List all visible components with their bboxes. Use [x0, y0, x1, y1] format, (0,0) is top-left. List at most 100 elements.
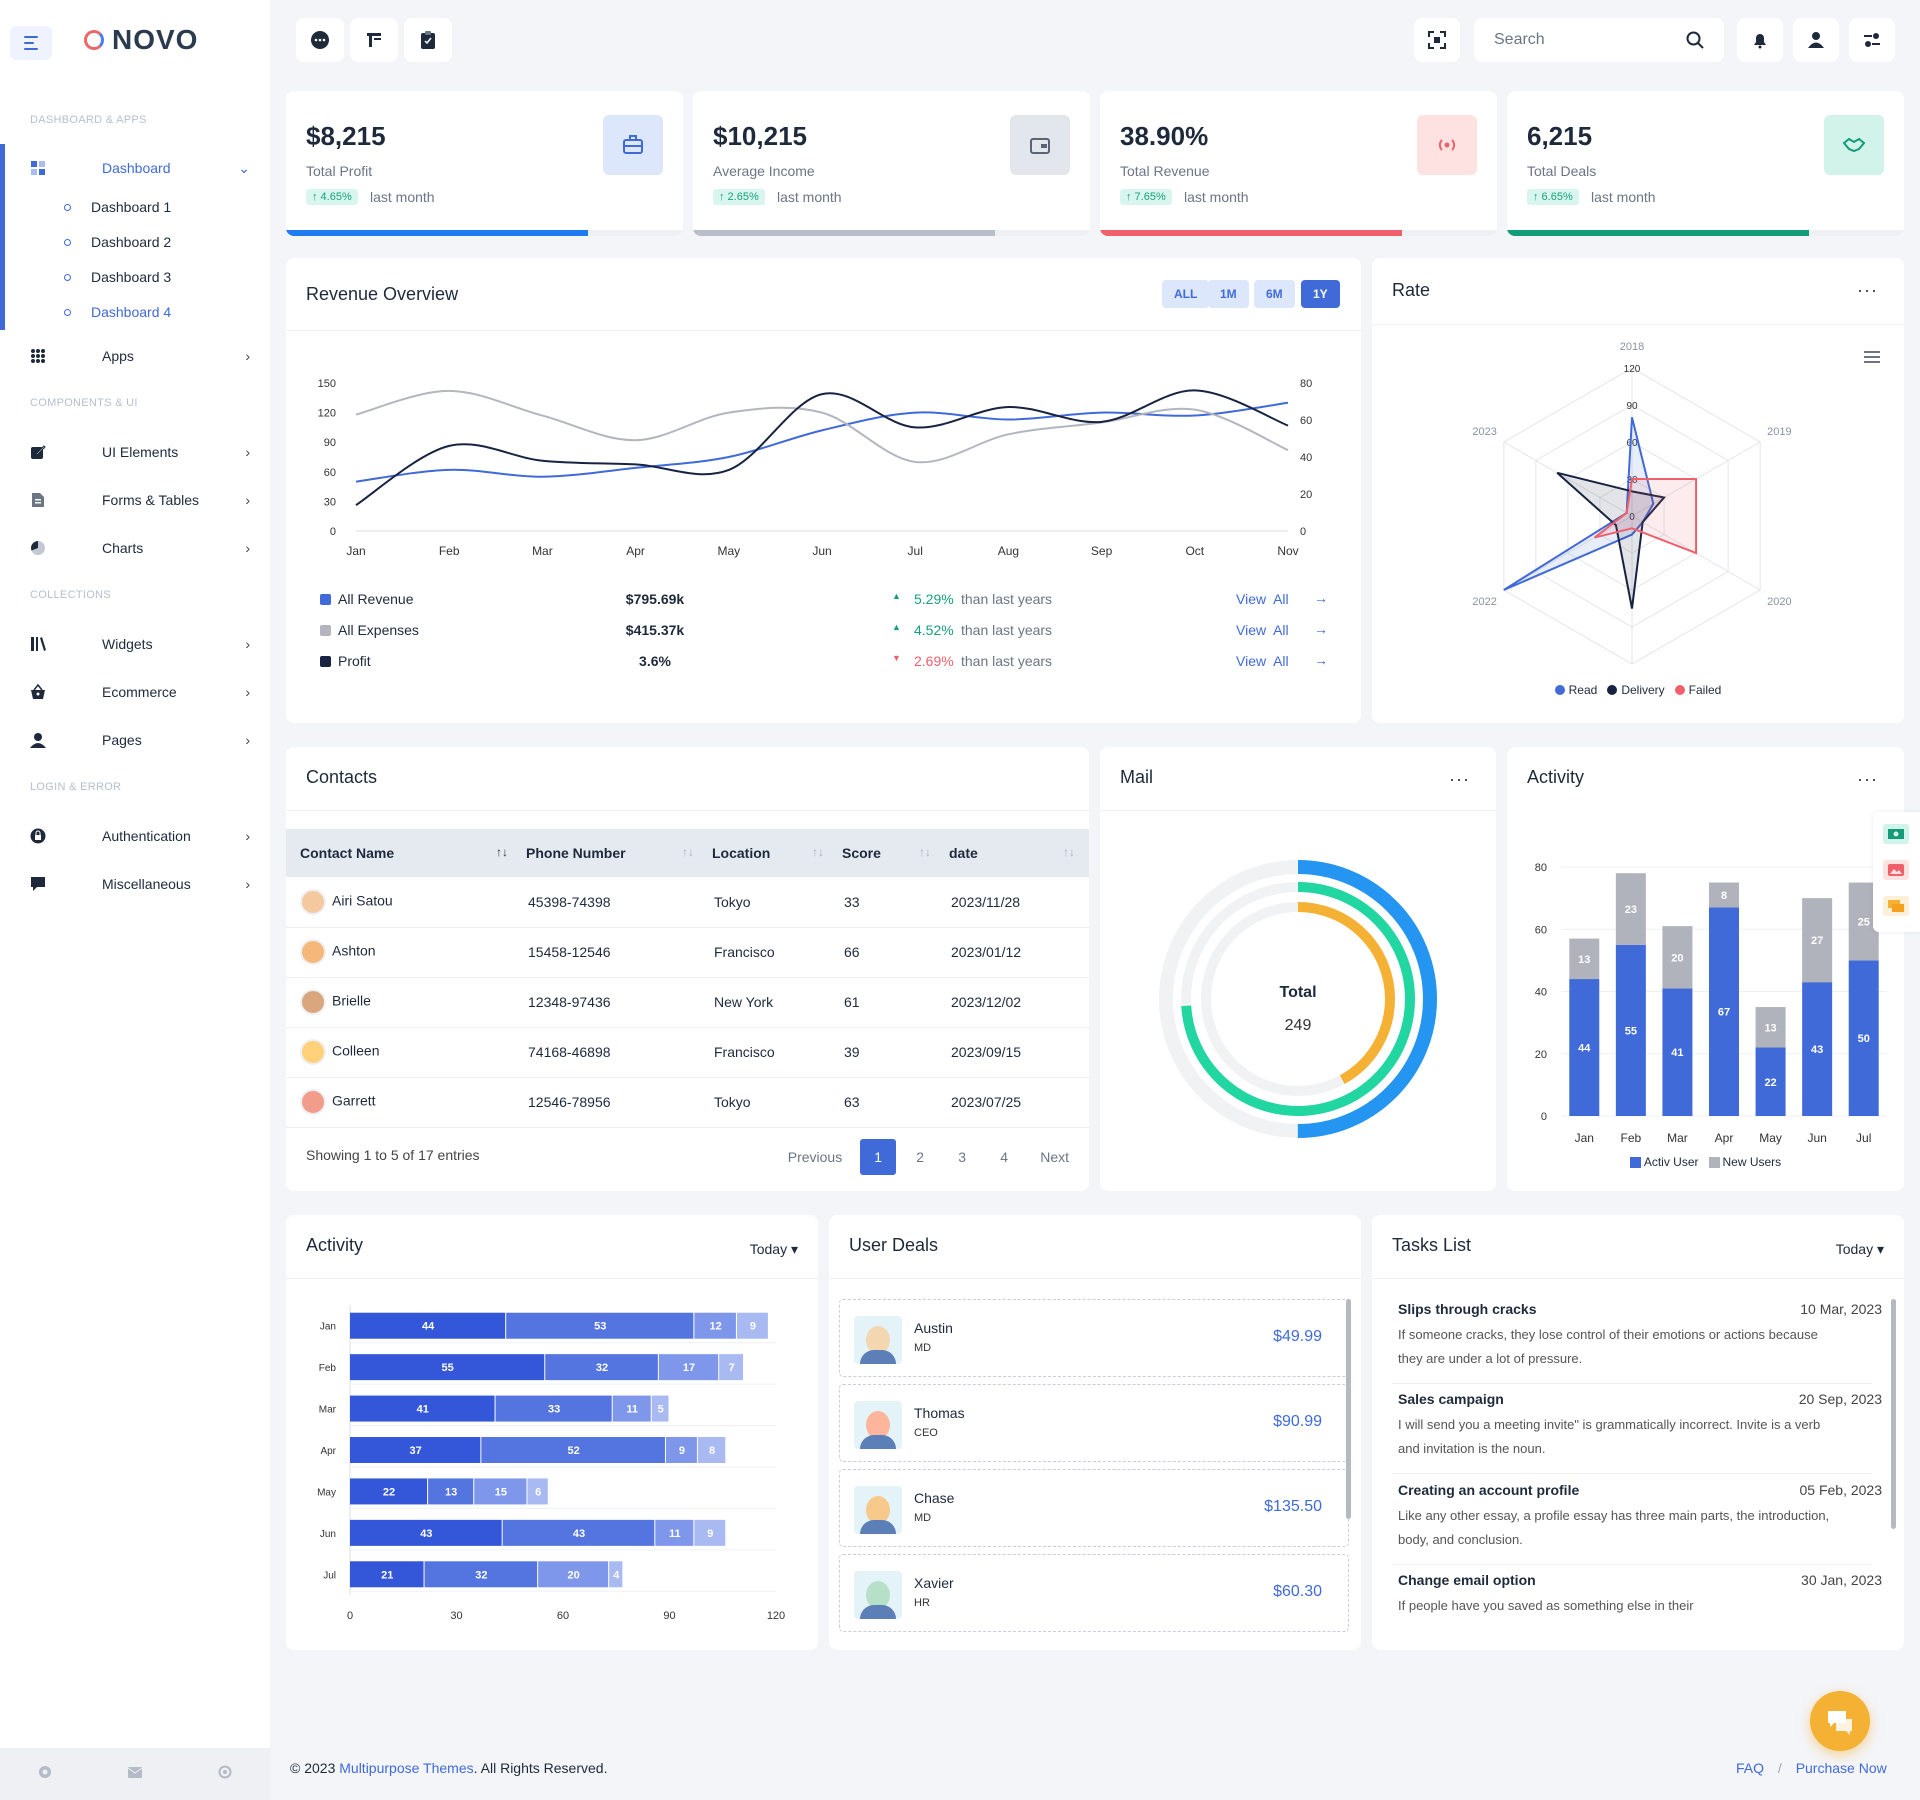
sidebar-subitem-dashboard-4[interactable]: Dashboard 4 — [64, 304, 171, 320]
contacts-table: Contact Name ↑↓ Phone Number ↑↓ Location ↑↓ Sc… — [286, 829, 1089, 1128]
sidebar-item-authentication[interactable]: Authentication › — [30, 821, 250, 851]
deal-item[interactable]: Chase MD $135.50 — [839, 1469, 1349, 1547]
tasks-button[interactable] — [404, 18, 452, 62]
more-icon[interactable]: ··· — [1449, 769, 1470, 789]
legend-item[interactable]: Read — [1554, 683, 1597, 697]
sort-icon[interactable]: ↑↓ — [682, 845, 694, 859]
bar-segment — [1802, 982, 1833, 1116]
search-box[interactable]: Search — [1474, 18, 1724, 62]
page-2-button[interactable]: 2 — [916, 1149, 925, 1165]
filter-all-button[interactable]: ALL — [1162, 280, 1210, 308]
x-tick: 60 — [557, 1610, 569, 1622]
previous-button[interactable]: Previous — [787, 1149, 843, 1165]
profile-button[interactable] — [1793, 18, 1839, 62]
table-row[interactable]: Ashton 15458-12546 Francisco 66 2023/01/12 — [286, 927, 1089, 978]
settings-toggle-button[interactable] — [1849, 18, 1895, 62]
caret-down-icon: ▾ — [1876, 1241, 1884, 1257]
mail-icon[interactable] — [127, 1765, 143, 1783]
fullscreen-button[interactable] — [1414, 18, 1460, 62]
sort-icon[interactable]: ↑↓ — [1063, 845, 1075, 859]
sidebar-item-forms-tables[interactable]: Forms & Tables › — [30, 485, 250, 515]
faq-link[interactable]: FAQ — [1736, 1760, 1765, 1776]
sort-icon[interactable]: ↑↓ — [919, 845, 931, 859]
x-tick: May — [717, 544, 740, 558]
sidebar-item-ui-elements[interactable]: UI Elements › — [30, 437, 250, 467]
calendar-button[interactable] — [350, 18, 398, 62]
bar-segment — [506, 1312, 694, 1339]
page-1-button[interactable]: 1 — [860, 1139, 897, 1175]
view-all-link[interactable]: View All — [1236, 591, 1289, 607]
notifications-button[interactable] — [1737, 18, 1783, 62]
power-icon[interactable] — [218, 1765, 232, 1784]
theme-link[interactable]: Multipurpose Themes — [339, 1760, 474, 1776]
deal-item[interactable]: Austin MD $49.99 — [839, 1299, 1349, 1377]
task-item[interactable]: Change email option 30 Jan, 2023 If people… — [1398, 1572, 1882, 1618]
next-button[interactable]: Next — [1040, 1149, 1069, 1165]
sidebar-subitem-dashboard-1[interactable]: Dashboard 1 — [64, 199, 171, 215]
menu-toggle-button[interactable] — [10, 26, 52, 60]
chevron-right-icon: › — [245, 684, 250, 700]
more-icon[interactable]: ··· — [1857, 769, 1878, 789]
period-dropdown[interactable]: Today ▾ — [1836, 1241, 1884, 1258]
period-dropdown[interactable]: Today ▾ — [750, 1241, 798, 1258]
view-all-link[interactable]: View All — [1236, 653, 1289, 669]
bar-label: 41 — [417, 1404, 429, 1416]
search-icon[interactable] — [1686, 31, 1704, 49]
table-row[interactable]: Garrett 12546-78956 Tokyo 63 2023/07/25 — [286, 1077, 1089, 1128]
task-item[interactable]: Slips through cracks 10 Mar, 2023 If someo… — [1392, 1301, 1882, 1384]
sidebar-item-charts[interactable]: Charts › — [30, 533, 250, 563]
chat-fab-button[interactable] — [1810, 1691, 1870, 1751]
scrollbar[interactable] — [1891, 1299, 1896, 1529]
deal-item[interactable]: Xavier HR $60.30 — [839, 1554, 1349, 1632]
sidebar-item-dashboard[interactable]: Dashboard ⌄ — [30, 153, 250, 183]
chart-menu-icon[interactable] — [1864, 350, 1880, 368]
column-header[interactable]: Contact Name ↑↓ — [286, 829, 522, 877]
page-4-button[interactable]: 4 — [1000, 1149, 1009, 1165]
cell-score: 63 — [838, 1077, 945, 1128]
scrollbar[interactable] — [1346, 1299, 1351, 1519]
filter-1y-button[interactable]: 1Y — [1301, 280, 1340, 308]
legend-item[interactable]: Delivery — [1607, 683, 1665, 697]
filter-6m-button[interactable]: 6M — [1254, 280, 1295, 308]
sidebar-subitem-dashboard-2[interactable]: Dashboard 2 — [64, 234, 171, 250]
sidebar-item-widgets[interactable]: Widgets › — [30, 629, 250, 659]
money-icon[interactable] — [1883, 824, 1909, 844]
row-change-text: than last years — [961, 591, 1053, 607]
bar-segment — [694, 1519, 726, 1546]
sort-icon[interactable]: ↑↓ — [812, 845, 824, 859]
view-all-link[interactable]: View All — [1236, 622, 1289, 638]
legend-item[interactable]: Activ User — [1629, 1155, 1699, 1169]
search-input[interactable]: Search — [1494, 31, 1545, 48]
task-item[interactable]: Creating an account profile 05 Feb, 2023 L… — [1392, 1482, 1882, 1565]
image-icon[interactable] — [1883, 860, 1909, 880]
task-item[interactable]: Sales campaign 20 Sep, 2023 I will send yo… — [1392, 1391, 1882, 1474]
legend-item[interactable]: New Users — [1708, 1155, 1781, 1169]
sidebar-subitem-dashboard-3[interactable]: Dashboard 3 — [64, 269, 171, 285]
more-icon[interactable]: ··· — [1857, 280, 1878, 300]
table-row[interactable]: Brielle 12348-97436 New York 61 2023/12/02 — [286, 977, 1089, 1028]
comment-icon[interactable] — [1883, 896, 1909, 916]
legend-item[interactable]: Failed — [1674, 683, 1721, 697]
column-header[interactable]: Location ↑↓ — [708, 829, 838, 877]
filter-1m-button[interactable]: 1M — [1208, 280, 1249, 308]
sidebar-item-pages[interactable]: Pages › — [30, 725, 250, 755]
contact-name: Brielle — [332, 992, 371, 1009]
sidebar-item-miscellaneous[interactable]: Miscellaneous › — [30, 869, 250, 899]
table-row[interactable]: Airi Satou 45398-74398 Tokyo 33 2023/11/28 — [286, 877, 1089, 928]
bar-segment — [1709, 907, 1739, 1116]
bar-segment — [350, 1312, 506, 1339]
logo-icon — [84, 30, 104, 50]
chat-button[interactable] — [296, 18, 344, 62]
table-row[interactable]: Colleen 74168-46898 Francisco 39 2023/09/15 — [286, 1027, 1089, 1078]
column-header[interactable]: Phone Number ↑↓ — [522, 829, 708, 877]
settings-icon[interactable] — [38, 1765, 52, 1784]
active-indicator — [0, 144, 5, 330]
column-header[interactable]: date ↑↓ — [945, 829, 1089, 877]
sidebar-item-apps[interactable]: Apps › — [30, 341, 250, 371]
purchase-link[interactable]: Purchase Now — [1795, 1760, 1887, 1776]
page-3-button[interactable]: 3 — [958, 1149, 967, 1165]
column-header[interactable]: Score ↑↓ — [838, 829, 945, 877]
sort-icon[interactable]: ↑↓ — [496, 845, 508, 859]
sidebar-item-ecommerce[interactable]: Ecommerce › — [30, 677, 250, 707]
deal-item[interactable]: Thomas CEO $90.99 — [839, 1384, 1349, 1462]
